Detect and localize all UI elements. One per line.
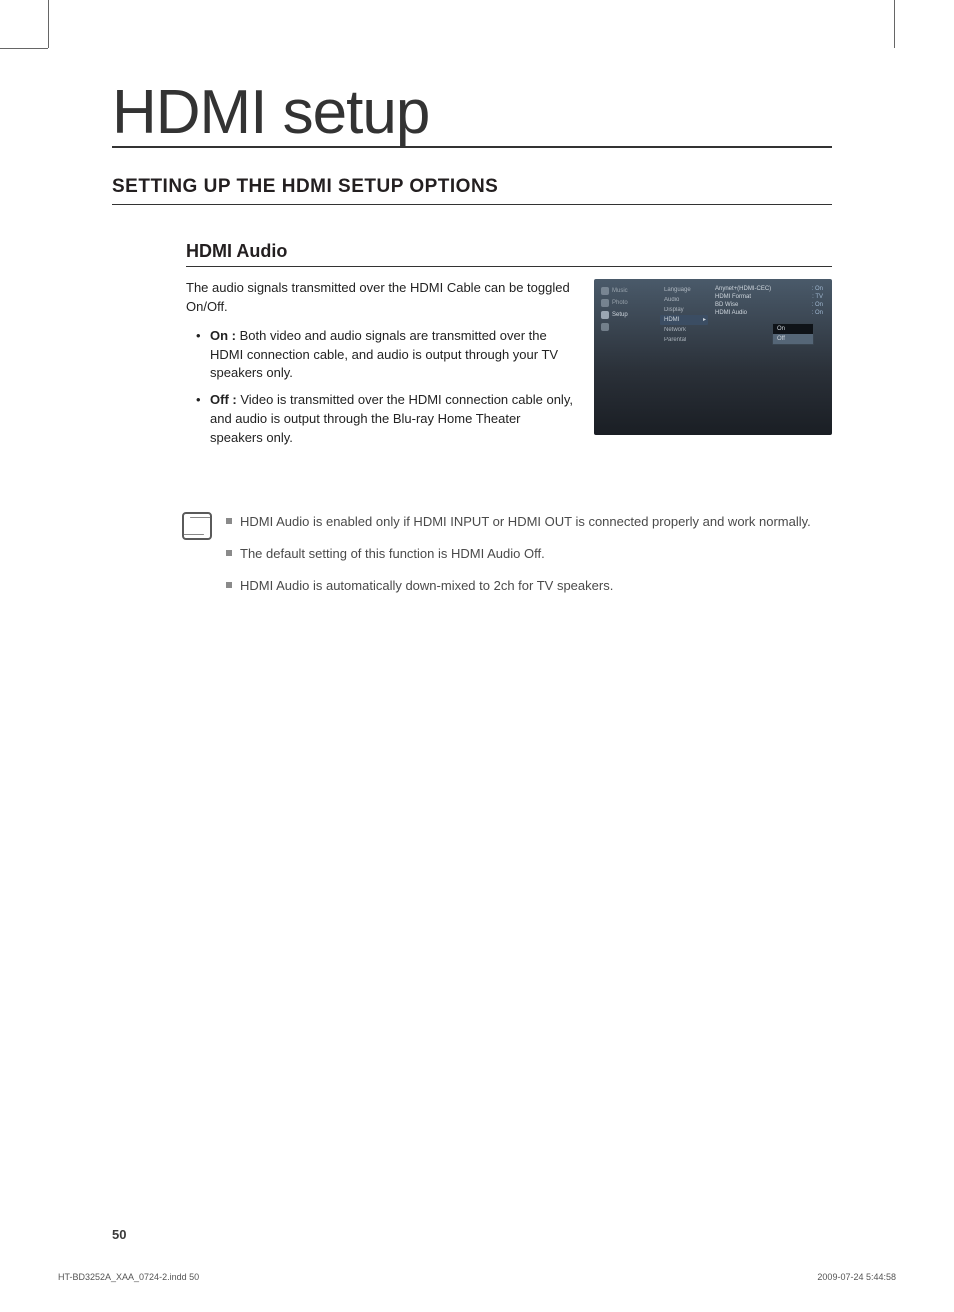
page-title: HDMI setup xyxy=(112,82,832,148)
screenshot-left-tabs: Music Photo Setup xyxy=(598,285,658,333)
menu-item: Audio xyxy=(660,295,708,305)
tab-music: Music xyxy=(598,285,658,297)
option-text: Video is transmitted over the HDMI conne… xyxy=(210,392,573,445)
sub-heading: HDMI Audio xyxy=(186,241,832,267)
page-number: 50 xyxy=(112,1227,126,1242)
setting-label: Anynet+(HDMI-CEC) xyxy=(715,286,771,292)
menu-item-selected: HDMI xyxy=(660,315,708,325)
note-list: HDMI Audio is enabled only if HDMI INPUT… xyxy=(226,512,811,608)
setting-value: : On xyxy=(812,286,823,292)
intro-text: The audio signals transmitted over the H… xyxy=(186,279,574,317)
dropdown-popup: On Off xyxy=(772,323,814,345)
setting-row: BD Wise : On xyxy=(712,301,826,309)
setting-value: : On xyxy=(812,302,823,308)
option-label: On : xyxy=(210,328,236,343)
note-block: HDMI Audio is enabled only if HDMI INPUT… xyxy=(182,512,832,608)
dropdown-option: On xyxy=(773,324,813,334)
setting-value: : TV xyxy=(812,294,823,300)
option-text: Both video and audio signals are transmi… xyxy=(210,328,558,381)
setting-label: HDMI Audio xyxy=(715,310,747,316)
list-item: On : Both video and audio signals are tr… xyxy=(196,327,574,384)
setting-row: HDMI Format : TV xyxy=(712,293,826,301)
tab-label: Photo xyxy=(612,300,628,306)
gear-icon xyxy=(601,311,609,319)
section-heading: SETTING UP THE HDMI SETUP OPTIONS xyxy=(112,176,832,205)
note-item: HDMI Audio is enabled only if HDMI INPUT… xyxy=(226,512,811,532)
menu-item: Parental xyxy=(660,335,708,345)
crop-mark xyxy=(0,48,48,49)
setting-label: HDMI Format xyxy=(715,294,751,300)
menu-item: Language xyxy=(660,285,708,295)
tab-label: Music xyxy=(612,288,628,294)
menu-item: Display xyxy=(660,305,708,315)
setting-value: : On xyxy=(812,310,823,316)
disc-icon xyxy=(601,323,609,331)
note-item: HDMI Audio is automatically down-mixed t… xyxy=(226,576,811,596)
setting-label: BD Wise xyxy=(715,302,738,308)
feature-list: On : Both video and audio signals are tr… xyxy=(196,327,574,448)
tab-disc xyxy=(598,321,658,333)
screenshot-right-settings: Anynet+(HDMI-CEC) : On HDMI Format : TV BD… xyxy=(712,285,826,317)
footer-filename: HT-BD3252A_XAA_0724-2.indd 50 xyxy=(58,1272,199,1282)
option-label: Off : xyxy=(210,392,237,407)
menu-screenshot: Music Photo Setup Language Audio Display… xyxy=(594,279,832,435)
menu-item: Network xyxy=(660,325,708,335)
footer-timestamp: 2009-07-24 5:44:58 xyxy=(817,1272,896,1282)
tab-label: Setup xyxy=(612,312,628,318)
screenshot-mid-menu: Language Audio Display HDMI Network Pare… xyxy=(660,285,708,345)
photo-icon xyxy=(601,299,609,307)
setting-row: Anynet+(HDMI-CEC) : On xyxy=(712,285,826,293)
tab-photo: Photo xyxy=(598,297,658,309)
note-item: The default setting of this function is … xyxy=(226,544,811,564)
body-text: The audio signals transmitted over the H… xyxy=(186,279,574,456)
crop-mark xyxy=(48,0,49,48)
crop-mark xyxy=(894,0,895,48)
tab-setup: Setup xyxy=(598,309,658,321)
content-block: HDMI Audio The audio signals transmitted… xyxy=(186,241,832,456)
dropdown-option-selected: Off xyxy=(773,334,813,344)
note-icon xyxy=(182,512,212,540)
setting-row-selected: HDMI Audio : On xyxy=(712,309,826,317)
page-content: HDMI setup SETTING UP THE HDMI SETUP OPT… xyxy=(112,82,832,608)
list-item: Off : Video is transmitted over the HDMI… xyxy=(196,391,574,448)
music-icon xyxy=(601,287,609,295)
